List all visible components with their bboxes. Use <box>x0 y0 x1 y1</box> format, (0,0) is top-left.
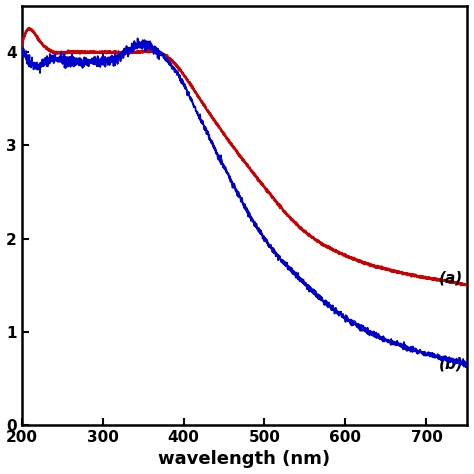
Text: (a): (a) <box>438 270 463 285</box>
X-axis label: wavelength (nm): wavelength (nm) <box>158 450 330 468</box>
Text: (b): (b) <box>438 357 464 372</box>
